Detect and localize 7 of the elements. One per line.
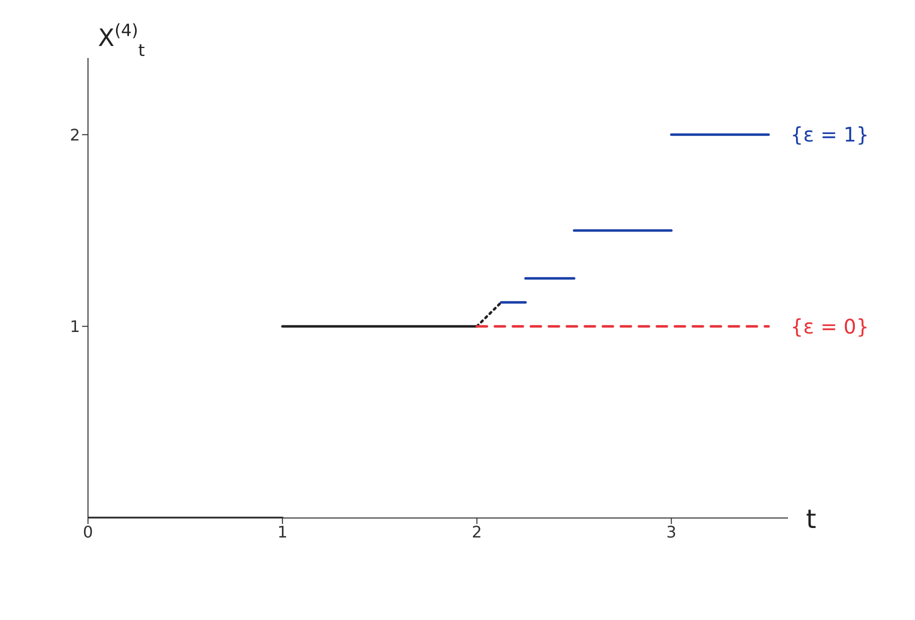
series-label: {ε = 1} xyxy=(790,122,870,147)
series-label: {ε = 0} xyxy=(790,314,870,338)
x-tick-label: 0 xyxy=(82,522,94,542)
x-tick-label: 3 xyxy=(666,522,676,542)
x-tick-label: 2 xyxy=(472,522,482,542)
x-tick-label: 1 xyxy=(277,522,288,542)
x-axis-title: t xyxy=(806,505,816,535)
